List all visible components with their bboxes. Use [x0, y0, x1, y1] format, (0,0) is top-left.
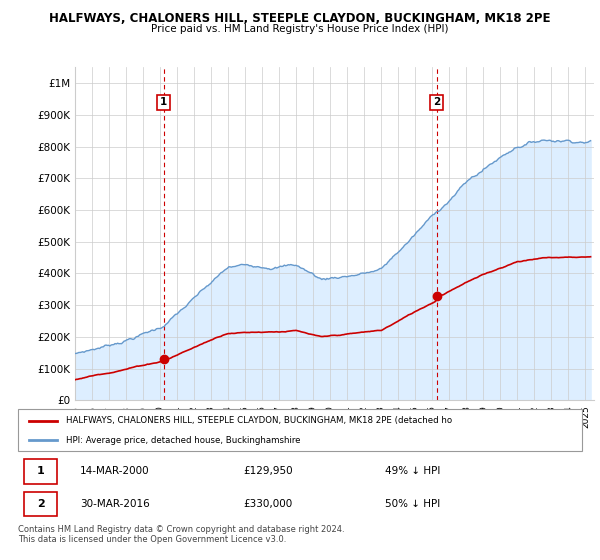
Text: £330,000: £330,000: [244, 499, 293, 509]
Text: 1: 1: [160, 97, 167, 107]
Text: Contains HM Land Registry data © Crown copyright and database right 2024.: Contains HM Land Registry data © Crown c…: [18, 525, 344, 534]
Text: 1: 1: [37, 466, 44, 477]
Text: 30-MAR-2016: 30-MAR-2016: [80, 499, 150, 509]
FancyBboxPatch shape: [23, 459, 58, 484]
Text: 2: 2: [37, 499, 44, 509]
Text: HALFWAYS, CHALONERS HILL, STEEPLE CLAYDON, BUCKINGHAM, MK18 2PE (detached ho: HALFWAYS, CHALONERS HILL, STEEPLE CLAYDO…: [66, 416, 452, 425]
FancyBboxPatch shape: [23, 492, 58, 516]
Text: £129,950: £129,950: [244, 466, 293, 477]
Text: 14-MAR-2000: 14-MAR-2000: [80, 466, 149, 477]
Text: 49% ↓ HPI: 49% ↓ HPI: [385, 466, 440, 477]
Text: 50% ↓ HPI: 50% ↓ HPI: [385, 499, 440, 509]
Text: 2: 2: [433, 97, 440, 107]
Text: HPI: Average price, detached house, Buckinghamshire: HPI: Average price, detached house, Buck…: [66, 436, 301, 445]
Text: Price paid vs. HM Land Registry's House Price Index (HPI): Price paid vs. HM Land Registry's House …: [151, 24, 449, 34]
Text: HALFWAYS, CHALONERS HILL, STEEPLE CLAYDON, BUCKINGHAM, MK18 2PE: HALFWAYS, CHALONERS HILL, STEEPLE CLAYDO…: [49, 12, 551, 25]
Text: This data is licensed under the Open Government Licence v3.0.: This data is licensed under the Open Gov…: [18, 535, 286, 544]
